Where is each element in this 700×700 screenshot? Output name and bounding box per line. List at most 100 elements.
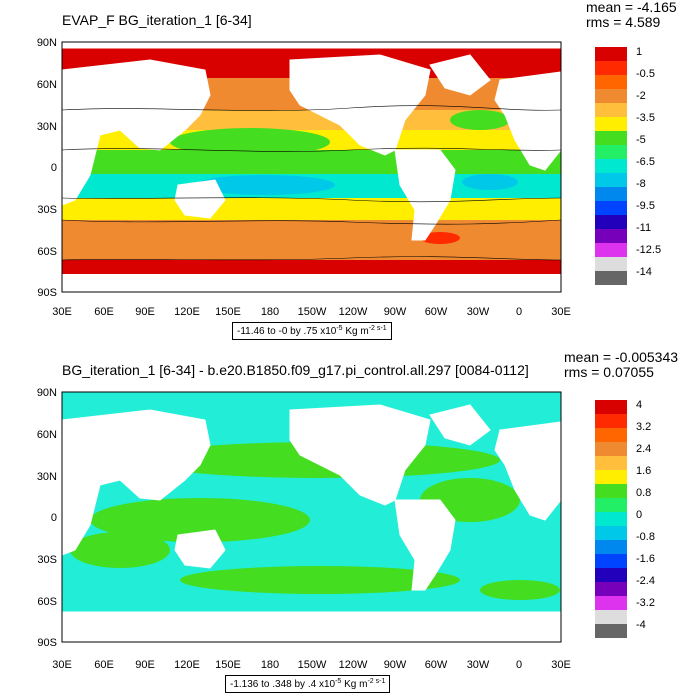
mean-value: mean = -0.005343 — [564, 349, 679, 365]
colorbar-swatch — [595, 145, 627, 159]
lat-axis: 90N 60N 30N 0 30S 60S 90S — [37, 37, 57, 299]
lon-label: 30W — [467, 306, 490, 318]
diff-map: 90N 60N 30N 0 30S 60S 90S 30E 60E 90E 12… — [37, 387, 571, 671]
colorbar-swatch — [595, 257, 627, 271]
colorbar-swatch — [595, 624, 627, 638]
colorbar-swatch — [595, 582, 627, 596]
lon-label: 180 — [261, 306, 279, 318]
lat-label: 30S — [37, 554, 57, 566]
panel-title: EVAP_F BG_iteration_1 [6-34] — [62, 12, 252, 28]
range-units: Kg m — [342, 326, 369, 337]
lon-label: 120E — [174, 306, 200, 318]
lon-label: 150E — [215, 659, 241, 671]
colorbar-label: -3.5 — [636, 112, 655, 124]
panel-title: BG_iteration_1 [6-34] - b.e20.B1850.f09_… — [62, 362, 529, 378]
colorbar-swatch — [595, 89, 627, 103]
colorbar-swatch — [595, 173, 627, 187]
lon-label: 60W — [425, 659, 448, 671]
range-text: -11.46 to -0 by .75 x10 — [237, 326, 337, 337]
stats-box: mean = -0.005343 rms = 0.07055 — [564, 350, 690, 380]
colorbar-label: -11 — [636, 222, 652, 234]
lon-label: 90E — [135, 306, 155, 318]
evap-panel: EVAP_F BG_iteration_1 [6-34] mean = -4.1… — [37, 0, 690, 340]
rms-value: rms = 0.07055 — [564, 364, 654, 380]
lon-axis: 30E 60E 90E 120E 150E 180 150W 120W 90W … — [52, 659, 571, 671]
colorbar-label: -9.5 — [636, 200, 655, 212]
lat-label: 0 — [51, 512, 57, 524]
colorbar-swatch — [595, 201, 627, 215]
lon-label: 0 — [516, 659, 522, 671]
colorbar-swatch — [595, 470, 627, 484]
colorbar-swatch — [595, 243, 627, 257]
lon-axis: 30E 60E 90E 120E 150E 180 150W 120W 90W … — [52, 306, 571, 318]
lon-label: 30E — [551, 659, 571, 671]
lon-label: 30E — [52, 306, 72, 318]
colorbar-swatch — [595, 159, 627, 173]
lon-label: 60W — [425, 306, 448, 318]
range-units-exponent: -2 s-1 — [367, 678, 386, 685]
lon-label: 150W — [298, 306, 327, 318]
lat-label: 60N — [37, 429, 57, 441]
diff-panel: BG_iteration_1 [6-34] - b.e20.B1850.f09_… — [0, 350, 700, 700]
range-units: Kg m — [341, 679, 368, 690]
lon-label: 90W — [384, 659, 407, 671]
colorbar-swatch — [595, 117, 627, 131]
map-frame — [61, 41, 562, 293]
lat-label: 60S — [37, 246, 57, 258]
contour-lines — [61, 105, 562, 261]
colorbar-swatch — [595, 47, 627, 61]
mean-value: mean = -4.165 — [586, 0, 677, 15]
colorbar-label: 0 — [636, 509, 643, 521]
stats-box: mean = -4.165 rms = 4.589 — [586, 0, 690, 30]
lat-label: 90N — [37, 387, 57, 399]
land-mask — [61, 404, 562, 643]
colorbar-swatch — [595, 498, 627, 512]
colorbar-label: -6.5 — [636, 156, 655, 168]
colorbar-label: 4 — [636, 399, 643, 411]
colorbar-label: -3.2 — [636, 597, 655, 609]
lon-label: 30W — [467, 659, 490, 671]
lat-label: 30N — [37, 121, 57, 133]
colorbar-label: -12.5 — [636, 244, 662, 256]
lat-label: 90S — [37, 287, 57, 299]
lon-label: 30E — [551, 306, 571, 318]
colorbar — [595, 47, 627, 285]
colorbar-swatch — [595, 414, 627, 428]
rms-value: rms = 4.589 — [586, 14, 661, 30]
colorbar-label: -1.6 — [636, 553, 655, 565]
colorbar-swatch — [595, 554, 627, 568]
colorbar-label: 1 — [636, 46, 643, 58]
lon-label: 60E — [94, 659, 114, 671]
colorbar-swatch — [595, 456, 627, 470]
colorbar-label: -2 — [636, 90, 646, 102]
colorbar-swatch — [595, 187, 627, 201]
lon-label: 60E — [94, 306, 114, 318]
lat-label: 30S — [37, 204, 57, 216]
map-frame — [61, 391, 562, 643]
colorbar-label: 3.2 — [636, 421, 652, 433]
lat-label: 0 — [51, 162, 57, 174]
colorbar-swatch — [595, 512, 627, 526]
lon-label: 0 — [516, 306, 522, 318]
range-units-exponent: -2 s-1 — [368, 325, 387, 332]
colorbar-swatch — [595, 484, 627, 498]
colorbar-swatch — [595, 229, 627, 243]
lat-label: 60N — [37, 79, 57, 91]
lat-label: 30N — [37, 471, 57, 483]
lon-label: 150E — [215, 306, 241, 318]
colorbar-swatch — [595, 540, 627, 554]
colorbar-swatch — [595, 131, 627, 145]
colorbar-swatch — [595, 596, 627, 610]
colorbar-swatch — [595, 75, 627, 89]
range-caption: -1.136 to .348 by .4 x10-5 Kg m-2 s-1 — [225, 675, 391, 693]
evap-map: 90N 60N 30N 0 30S 60S 90S 30E 60E 90E 12… — [37, 37, 571, 318]
colorbar-label: 0.8 — [636, 487, 652, 499]
colorbar-label: -5 — [636, 134, 646, 146]
range-exponent: -5 — [336, 325, 343, 332]
lon-label: 90W — [384, 306, 407, 318]
lon-label: 90E — [135, 659, 155, 671]
lat-axis: 90N 60N 30N 0 30S 60S 90S — [37, 387, 57, 649]
lon-label: 150W — [298, 659, 327, 671]
lon-label: 120E — [174, 659, 200, 671]
colorbar-swatch — [595, 568, 627, 582]
